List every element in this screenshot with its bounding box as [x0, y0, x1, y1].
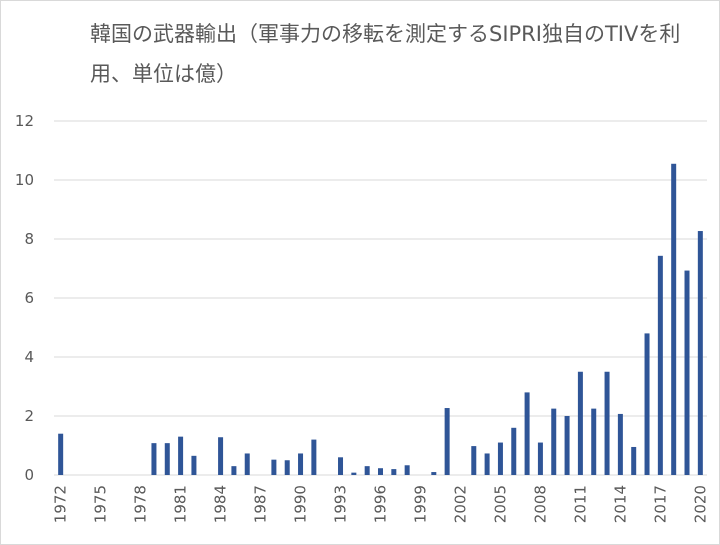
- x-tick-label: 1999: [411, 485, 429, 523]
- x-tick-label: 1981: [172, 485, 190, 523]
- bar-2011: [577, 371, 583, 475]
- x-tick-label: 1996: [372, 485, 390, 523]
- bar-1972: [58, 433, 64, 475]
- bar-2000: [431, 472, 437, 475]
- bar-1988: [271, 459, 277, 475]
- bar-1979: [151, 443, 157, 475]
- x-tick-label: 1987: [252, 485, 270, 523]
- bar-1984: [218, 437, 224, 475]
- bar-1980: [164, 443, 170, 475]
- bar-1989: [284, 460, 290, 475]
- bar-1991: [311, 439, 317, 475]
- x-tick-label: 2014: [611, 485, 629, 523]
- bar-2008: [537, 442, 543, 475]
- bar-1990: [298, 453, 304, 475]
- bar-1985: [231, 466, 237, 475]
- x-tick-label: 1990: [292, 485, 310, 523]
- bar-2006: [511, 427, 517, 475]
- bar-2017: [657, 255, 663, 475]
- y-tick-label: 4: [24, 348, 34, 366]
- bar-1993: [338, 457, 344, 475]
- bar-2015: [631, 446, 637, 475]
- x-tick-label: 1975: [92, 485, 110, 523]
- bar-2016: [644, 333, 650, 475]
- bar-2003: [471, 446, 477, 475]
- x-tick-label: 2017: [651, 485, 669, 523]
- y-tick-label: 10: [15, 171, 34, 189]
- bar-2018: [671, 163, 677, 475]
- y-tick-label: 6: [24, 289, 34, 307]
- chart-title: 韓国の武器輸出（軍事力の移転を測定するSIPRI独自のTIVを利用、単位は億）: [90, 22, 681, 86]
- x-tick-label: 1984: [212, 485, 230, 523]
- x-tick-label: 1993: [332, 485, 350, 523]
- y-tick-label: 0: [24, 466, 34, 484]
- bar-2009: [551, 408, 557, 475]
- bar-1986: [244, 453, 250, 475]
- bar-2019: [684, 270, 690, 475]
- bar-1998: [404, 465, 410, 475]
- bar-1981: [178, 436, 184, 475]
- bar-1997: [391, 469, 397, 475]
- x-tick-label: 2005: [491, 485, 509, 523]
- bar-2012: [591, 408, 597, 475]
- x-tick-label: 1972: [52, 485, 70, 523]
- bar-2014: [617, 413, 623, 475]
- bar-1994: [351, 472, 357, 475]
- x-tick-label: 2011: [571, 485, 589, 523]
- bar-2010: [564, 416, 570, 475]
- x-tick-label: 2002: [451, 485, 469, 523]
- bar-2004: [484, 453, 490, 475]
- bar-2005: [497, 442, 503, 475]
- y-tick-label: 2: [24, 407, 34, 425]
- y-tick-label: 8: [24, 230, 34, 248]
- x-tick-label: 1978: [132, 485, 150, 523]
- x-tick-label: 2020: [691, 485, 709, 523]
- bar-2007: [524, 392, 530, 475]
- bar-2020: [697, 231, 703, 475]
- bar-2001: [444, 408, 450, 475]
- bar-1982: [191, 455, 197, 475]
- x-tick-label: 2008: [531, 485, 549, 523]
- bar-1995: [364, 466, 370, 475]
- bar-2013: [604, 371, 610, 475]
- bar-1996: [378, 468, 383, 475]
- y-tick-label: 12: [15, 112, 34, 130]
